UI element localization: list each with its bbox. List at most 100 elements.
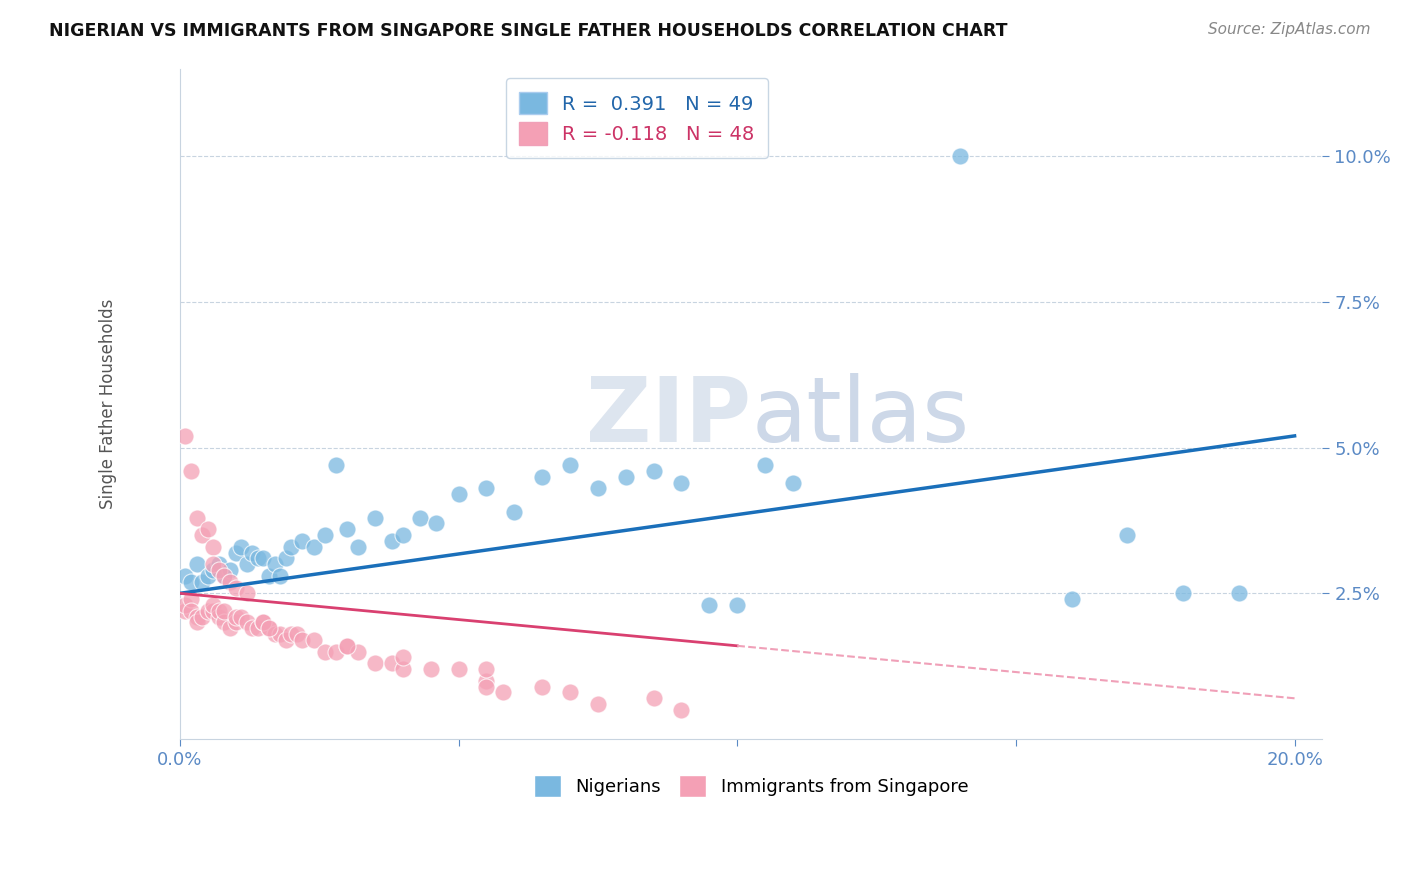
Point <box>214 604 236 618</box>
Point <box>219 563 242 577</box>
Point <box>391 662 413 676</box>
Point <box>699 598 721 612</box>
Point <box>614 469 637 483</box>
Point <box>252 615 274 630</box>
Point <box>180 592 202 607</box>
Point <box>364 510 387 524</box>
Point <box>447 662 470 676</box>
Point <box>191 609 214 624</box>
Point <box>174 429 197 443</box>
Point <box>425 516 447 531</box>
Point <box>269 569 291 583</box>
Point <box>725 598 748 612</box>
Point <box>391 650 413 665</box>
Point <box>214 615 236 630</box>
Point <box>325 458 347 472</box>
Point <box>314 645 336 659</box>
Point <box>174 598 197 612</box>
Point <box>492 685 515 699</box>
Text: Source: ZipAtlas.com: Source: ZipAtlas.com <box>1208 22 1371 37</box>
Point <box>586 697 609 711</box>
Legend: Nigerians, Immigrants from Singapore: Nigerians, Immigrants from Singapore <box>527 767 976 804</box>
Point <box>186 609 208 624</box>
Y-axis label: Single Father Households: Single Father Households <box>100 299 117 509</box>
Point <box>202 604 225 618</box>
Point <box>280 540 302 554</box>
Point <box>1060 592 1083 607</box>
Point <box>202 540 225 554</box>
Point <box>447 487 470 501</box>
Point <box>336 639 359 653</box>
Point <box>180 604 202 618</box>
Point <box>754 458 776 472</box>
Point <box>302 632 325 647</box>
Point <box>274 632 297 647</box>
Point <box>208 609 231 624</box>
Point <box>531 680 554 694</box>
Point <box>949 149 972 163</box>
Point <box>197 522 219 536</box>
Point <box>246 551 269 566</box>
Point <box>475 680 498 694</box>
Point <box>235 557 257 571</box>
Point <box>347 645 370 659</box>
Point <box>186 615 208 630</box>
Point <box>225 609 247 624</box>
Point <box>291 632 314 647</box>
Point <box>231 540 253 554</box>
Point <box>336 639 359 653</box>
Point <box>208 563 231 577</box>
Point <box>364 657 387 671</box>
Point <box>325 645 347 659</box>
Point <box>475 482 498 496</box>
Point <box>419 662 441 676</box>
Point <box>225 581 247 595</box>
Point <box>381 657 404 671</box>
Point <box>225 615 247 630</box>
Point <box>408 510 430 524</box>
Text: ZIP: ZIP <box>586 373 751 461</box>
Point <box>314 528 336 542</box>
Point <box>219 621 242 635</box>
Point <box>202 557 225 571</box>
Point <box>671 703 693 717</box>
Point <box>671 475 693 490</box>
Point <box>263 627 285 641</box>
Point <box>240 545 263 559</box>
Point <box>202 598 225 612</box>
Point <box>257 621 280 635</box>
Point <box>291 533 314 548</box>
Point <box>531 469 554 483</box>
Point <box>643 464 665 478</box>
Point <box>1171 586 1194 600</box>
Point <box>257 621 280 635</box>
Point <box>586 482 609 496</box>
Point <box>336 522 359 536</box>
Point <box>269 627 291 641</box>
Point <box>186 557 208 571</box>
Point <box>191 528 214 542</box>
Point <box>180 464 202 478</box>
Point <box>252 551 274 566</box>
Point <box>214 569 236 583</box>
Point <box>197 604 219 618</box>
Point <box>280 627 302 641</box>
Point <box>475 662 498 676</box>
Point <box>503 505 526 519</box>
Point <box>235 586 257 600</box>
Point <box>252 615 274 630</box>
Point <box>219 574 242 589</box>
Point <box>558 685 581 699</box>
Point <box>246 621 269 635</box>
Point <box>231 609 253 624</box>
Point <box>285 627 308 641</box>
Point <box>381 533 404 548</box>
Point <box>225 545 247 559</box>
Point <box>208 604 231 618</box>
Point <box>180 574 202 589</box>
Point <box>191 574 214 589</box>
Point <box>643 691 665 706</box>
Point <box>302 540 325 554</box>
Point <box>475 673 498 688</box>
Point <box>782 475 804 490</box>
